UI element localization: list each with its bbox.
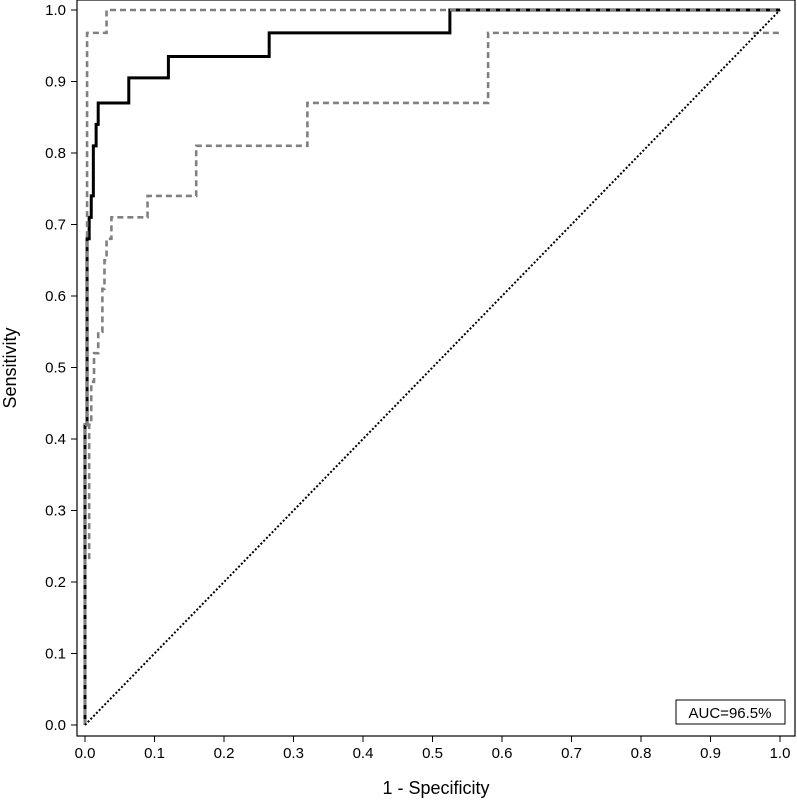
x-axis: 0.0 0.1 0.2 0.3 0.4 0.5 0.6 0.7 0.8 0.9 1.0 xyxy=(75,736,791,762)
x-tick-label: 0.1 xyxy=(144,745,165,762)
y-tick-label: 0.6 xyxy=(45,288,66,305)
y-tick-label: 1.0 xyxy=(45,2,66,19)
x-tick-label: 0.5 xyxy=(422,745,443,762)
y-axis: 0.0 0.1 0.2 0.3 0.4 0.5 0.6 0.7 0.8 0.9 1.0 xyxy=(45,2,77,734)
y-tick-label: 0.0 xyxy=(45,717,66,734)
y-tick-label: 0.2 xyxy=(45,574,66,591)
y-tick-label: 0.8 xyxy=(45,145,66,162)
x-tick-label: 0.9 xyxy=(700,745,721,762)
roc-curve xyxy=(83,8,780,725)
plot-frame xyxy=(76,0,796,737)
x-tick-label: 0.4 xyxy=(353,745,374,762)
auc-annotation: AUC=96.5% xyxy=(675,699,786,725)
y-tick-label: 0.7 xyxy=(45,217,66,234)
x-tick-label: 0.6 xyxy=(492,745,513,762)
y-tick-label: 0.5 xyxy=(45,360,66,377)
lower-confidence-band xyxy=(83,31,780,725)
x-tick-label: 0.3 xyxy=(283,745,304,762)
y-tick-label: 0.4 xyxy=(45,431,66,448)
y-tick-label: 0.9 xyxy=(45,74,66,91)
x-tick-label: 0.2 xyxy=(214,745,235,762)
y-tick-label: 0.3 xyxy=(45,503,66,520)
auc-label: AUC=96.5% xyxy=(689,705,772,722)
y-tick-label: 0.1 xyxy=(45,646,66,663)
x-tick-label: 0.0 xyxy=(75,745,96,762)
x-axis-title: 1 - Specificity xyxy=(382,778,489,798)
x-tick-label: 1.0 xyxy=(770,745,791,762)
x-tick-label: 0.8 xyxy=(631,745,652,762)
y-axis-title: Sensitivity xyxy=(0,327,20,408)
upper-confidence-band xyxy=(83,8,780,725)
auc-box xyxy=(675,699,786,725)
series-layer xyxy=(83,8,781,726)
x-tick-label: 0.7 xyxy=(561,745,582,762)
